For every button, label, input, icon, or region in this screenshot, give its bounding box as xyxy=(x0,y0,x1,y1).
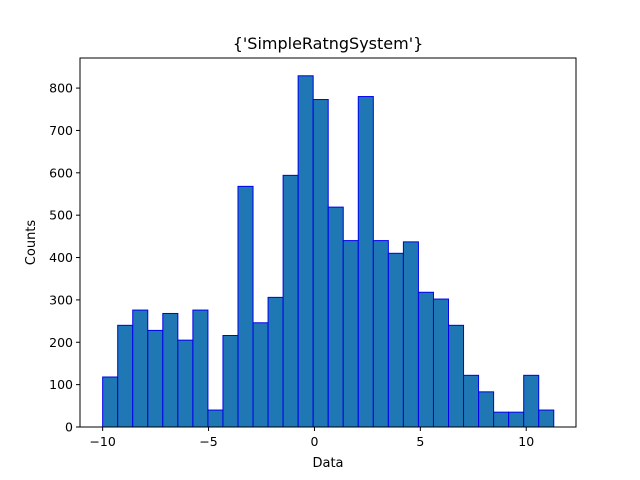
y-axis-label: Counts xyxy=(24,220,39,266)
x-tick-label: 0 xyxy=(310,434,318,449)
histogram-bar xyxy=(478,391,495,428)
histogram-bar xyxy=(192,309,209,428)
histogram-bar xyxy=(207,409,224,428)
histogram-bar xyxy=(237,185,254,428)
histogram-bar xyxy=(417,291,434,428)
histogram-bar xyxy=(252,322,269,428)
histogram-bar xyxy=(162,312,179,428)
histogram-bar xyxy=(147,329,164,428)
y-tick-label: 0 xyxy=(65,420,73,435)
histogram-bar xyxy=(493,411,510,428)
histogram-bar xyxy=(372,240,389,428)
histogram-bar xyxy=(402,241,419,428)
histogram-bar xyxy=(387,252,404,428)
histogram-bar xyxy=(312,99,329,428)
y-tick-label: 500 xyxy=(49,208,73,223)
y-tick-label: 200 xyxy=(49,335,73,350)
histogram-bar xyxy=(508,411,525,428)
y-tick-label: 400 xyxy=(49,250,73,265)
histogram-bar xyxy=(177,339,194,428)
x-axis-label: Data xyxy=(312,456,343,471)
histogram-bar xyxy=(463,374,480,428)
histogram-bar xyxy=(132,309,149,428)
histogram-bar xyxy=(538,409,555,428)
y-tick-label: 700 xyxy=(49,123,73,138)
x-tick-label: 5 xyxy=(416,434,424,449)
y-axis-ticks: 0 100 200 300 400 500 600 700 800 xyxy=(49,81,80,435)
histogram-bar xyxy=(432,298,450,428)
chart-title: {'SimpleRatngSystem'} xyxy=(233,34,424,53)
y-tick-label: 300 xyxy=(49,292,73,307)
x-axis-ticks: −10 −5 0 5 10 xyxy=(89,427,534,449)
histogram-bar xyxy=(357,96,374,428)
histogram-bar xyxy=(297,75,314,428)
histogram-bar xyxy=(523,374,540,428)
y-tick-label: 100 xyxy=(49,377,73,392)
histogram-bar xyxy=(282,174,299,428)
y-tick-label: 800 xyxy=(49,81,73,96)
histogram-bar xyxy=(267,296,284,428)
histogram-bar xyxy=(327,206,344,428)
x-tick-label: −5 xyxy=(199,434,217,449)
histogram-bar xyxy=(342,240,359,428)
x-tick-label: 10 xyxy=(518,434,534,449)
histogram-bar xyxy=(102,376,119,428)
histogram-bar xyxy=(222,334,239,428)
plot-frame xyxy=(79,57,577,428)
y-tick-label: 600 xyxy=(49,165,73,180)
bars-group xyxy=(102,75,555,428)
x-tick-label: −10 xyxy=(89,434,115,449)
histogram-bar xyxy=(117,324,134,428)
histogram-bar xyxy=(448,324,465,428)
